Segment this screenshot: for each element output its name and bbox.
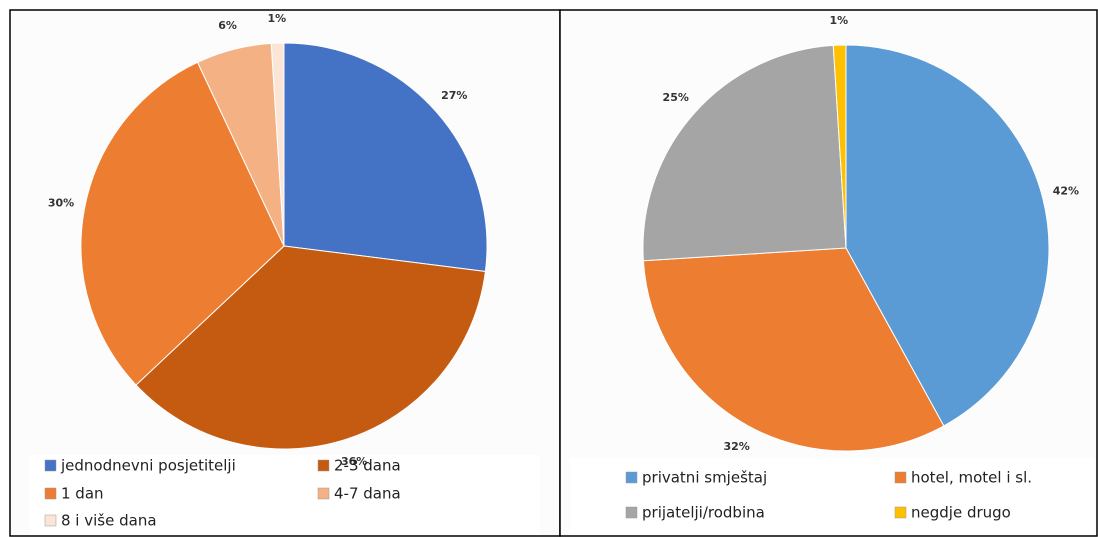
legend-label: 4-7 dana: [334, 485, 401, 503]
legend-label: 1 dan: [61, 485, 104, 503]
legend-label: 8 i više dana: [61, 512, 157, 530]
data-label: 32%: [723, 440, 749, 453]
pie-slice: [135, 245, 486, 450]
pie-slice: [642, 247, 945, 452]
data-label: 36%: [341, 455, 367, 468]
legend-label: jednodnevni posjetitelji: [60, 457, 236, 475]
data-label: 42%: [1053, 185, 1079, 198]
legend-swatch: [317, 459, 330, 472]
legend-left: [30, 455, 540, 535]
legend-label: prijatelji/rodbina: [642, 504, 765, 522]
data-label: 25%: [663, 91, 689, 104]
data-label: 30%: [48, 196, 74, 209]
legend-swatch: [894, 506, 907, 519]
legend-right: [570, 458, 1095, 535]
pie-slice: [832, 44, 847, 249]
legend-swatch: [625, 506, 638, 519]
legend-swatch: [625, 471, 638, 484]
data-label: 27%: [441, 89, 467, 102]
pie-slice: [80, 61, 285, 386]
legend-label: 2-3 dana: [334, 457, 401, 475]
legend-swatch: [44, 487, 57, 500]
pie-slice: [270, 42, 285, 247]
legend-label: negdje drugo: [911, 504, 1011, 522]
data-label: 1%: [268, 12, 287, 25]
legend-label: hotel, motel i sl.: [911, 469, 1032, 487]
data-label: 1%: [830, 14, 849, 27]
data-label: 6%: [218, 19, 237, 32]
pie-slice: [642, 44, 847, 262]
legend-swatch: [317, 487, 330, 500]
pie-slice: [283, 42, 488, 273]
legend-swatch: [894, 471, 907, 484]
legend-swatch: [44, 459, 57, 472]
legend-swatch: [44, 514, 57, 527]
legend-label: privatni smještaj: [642, 469, 767, 487]
pie-slice: [845, 44, 1050, 427]
